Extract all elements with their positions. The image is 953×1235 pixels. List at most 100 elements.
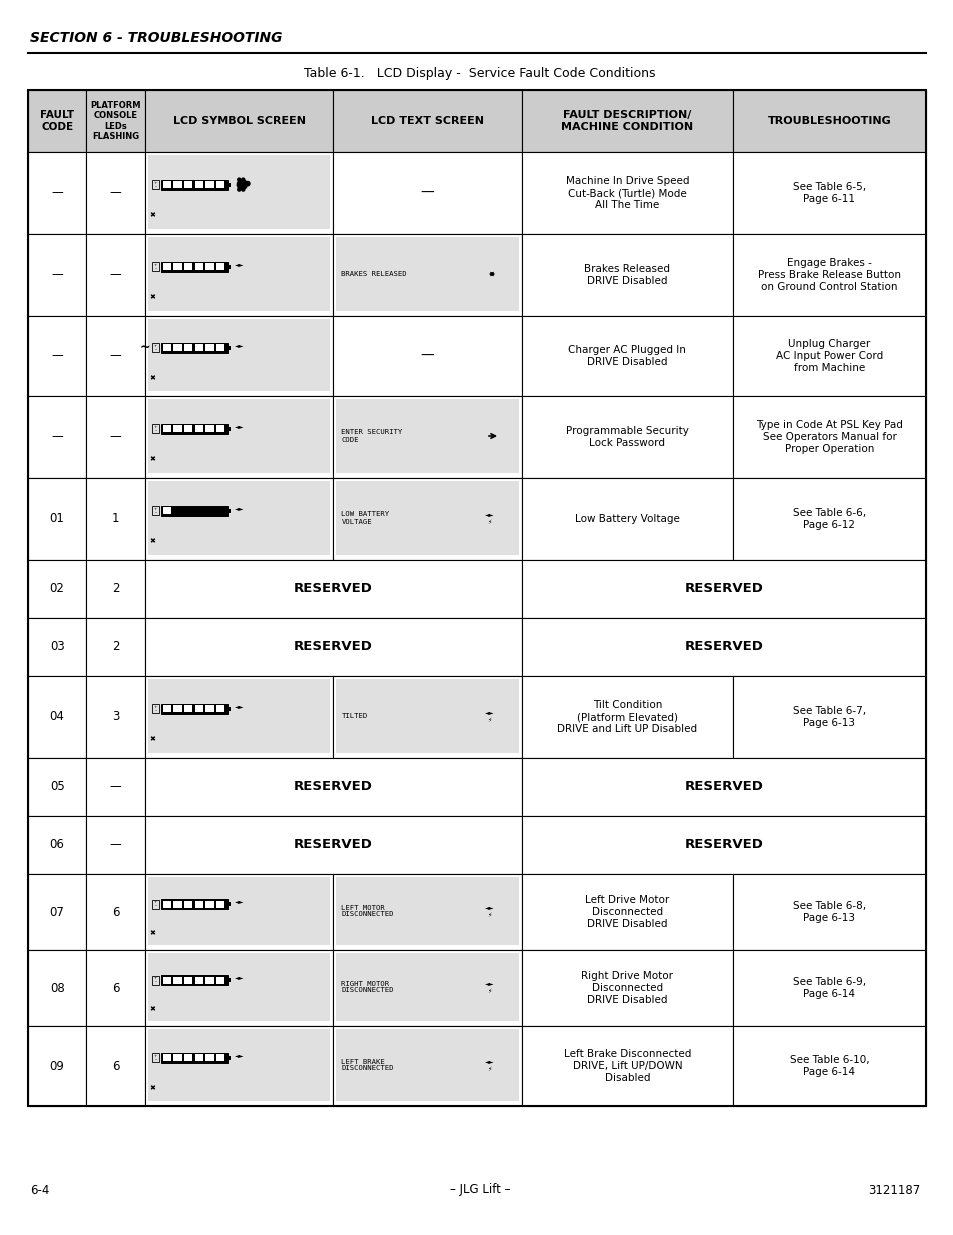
Bar [732, 874, 925, 950]
Bar [194, 977, 203, 984]
Bar [205, 182, 213, 188]
Text: Table 6-1.   LCD Display -  Service Fault Code Conditions: Table 6-1. LCD Display - Service Fault C… [304, 67, 655, 79]
Bar [145, 90, 333, 152]
Bar [87, 233, 145, 316]
Bar [205, 977, 213, 984]
Bar [184, 508, 193, 514]
Bar [28, 316, 87, 396]
Text: 05: 05 [50, 781, 65, 794]
Text: RESERVED: RESERVED [684, 641, 762, 653]
Bar [145, 396, 333, 478]
Text: ◄►: ◄► [485, 513, 495, 517]
Bar [205, 1055, 213, 1061]
Bar [160, 343, 228, 353]
Bar [87, 316, 145, 396]
Bar [194, 182, 203, 188]
Text: +: + [153, 705, 157, 709]
Bar [215, 263, 224, 270]
Text: See Table 6-7,
Page 6-13: See Table 6-7, Page 6-13 [792, 706, 865, 727]
Text: ◄►: ◄► [485, 710, 495, 715]
Text: Brakes Released
DRIVE Disabled: Brakes Released DRIVE Disabled [584, 264, 670, 285]
Bar [215, 508, 224, 514]
Bar [336, 679, 518, 753]
Text: LOW BATTERY
VOLTAGE: LOW BATTERY VOLTAGE [341, 511, 389, 525]
Text: Type in Code At PSL Key Pad
See Operators Manual for
Proper Operation: Type in Code At PSL Key Pad See Operator… [755, 420, 902, 453]
Bar [173, 1055, 182, 1061]
Text: +: + [153, 506, 157, 511]
Bar [28, 396, 87, 478]
Bar [521, 559, 925, 618]
Text: BRAKES RELEASED: BRAKES RELEASED [341, 270, 407, 277]
Text: —: — [110, 781, 121, 794]
Bar [194, 900, 203, 908]
Bar [521, 874, 732, 950]
Text: Unplug Charger
AC Input Power Cord
from Machine: Unplug Charger AC Input Power Cord from … [775, 340, 882, 373]
Text: TROUBLESHOOTING: TROUBLESHOOTING [767, 116, 890, 126]
Text: ⚡: ⚡ [487, 1067, 492, 1072]
Bar [145, 816, 521, 874]
Bar [160, 262, 228, 272]
Text: ◄►: ◄► [485, 905, 495, 910]
Text: +: + [153, 977, 157, 981]
Text: —: — [420, 350, 434, 363]
Bar [148, 1029, 330, 1100]
Bar [152, 262, 158, 272]
Text: Low Battery Voltage: Low Battery Voltage [575, 514, 679, 524]
Text: PLATFORM
CONSOLE
LEDs
FLASHING: PLATFORM CONSOLE LEDs FLASHING [91, 101, 141, 141]
Text: RIGHT MOTOR
DISCONNECTED: RIGHT MOTOR DISCONNECTED [341, 981, 394, 993]
Bar [28, 950, 87, 1026]
Text: 6: 6 [112, 1060, 119, 1072]
Text: ◄►: ◄► [485, 1058, 495, 1065]
Bar [732, 396, 925, 478]
Bar [333, 1026, 521, 1107]
Bar [163, 977, 172, 984]
Bar [215, 900, 224, 908]
Bar [521, 1026, 732, 1107]
Bar [215, 1055, 224, 1061]
Bar [145, 152, 333, 233]
Text: —: — [110, 350, 121, 363]
Bar [145, 950, 333, 1026]
Bar [521, 90, 732, 152]
Text: ⚡: ⚡ [487, 520, 492, 525]
Text: -: - [154, 510, 156, 515]
Bar [194, 508, 203, 514]
Bar [173, 900, 182, 908]
Text: ◄►: ◄► [235, 424, 245, 429]
Bar [145, 478, 333, 559]
Text: ✖: ✖ [150, 375, 155, 382]
Bar [336, 1029, 518, 1100]
Bar [336, 399, 518, 473]
Bar [28, 1026, 87, 1107]
Text: Left Drive Motor
Disconnected
DRIVE Disabled: Left Drive Motor Disconnected DRIVE Disa… [585, 895, 669, 929]
Bar [148, 877, 330, 945]
Bar [152, 976, 158, 984]
Bar [184, 345, 193, 351]
Bar [732, 233, 925, 316]
Text: +: + [153, 425, 157, 429]
Circle shape [237, 178, 240, 182]
Bar [87, 396, 145, 478]
Bar [521, 676, 732, 758]
Bar [163, 425, 172, 432]
Bar [215, 705, 224, 713]
Text: See Table 6-5,
Page 6-11: See Table 6-5, Page 6-11 [792, 183, 865, 204]
Bar [184, 263, 193, 270]
Bar [215, 977, 224, 984]
Bar [160, 899, 228, 909]
Text: ◄►: ◄► [235, 704, 245, 709]
Bar [145, 758, 521, 816]
Bar [28, 90, 925, 1107]
Bar [333, 396, 521, 478]
Text: ⚡: ⚡ [487, 718, 492, 722]
Bar [163, 705, 172, 713]
Text: -: - [154, 427, 156, 433]
Text: ◄►: ◄► [235, 343, 245, 348]
Bar [184, 1055, 193, 1061]
Text: See Table 6-6,
Page 6-12: See Table 6-6, Page 6-12 [792, 508, 865, 530]
Bar [87, 816, 145, 874]
Bar [732, 152, 925, 233]
Bar [228, 1056, 231, 1060]
Text: ✖: ✖ [150, 1005, 155, 1011]
Text: 06: 06 [50, 839, 65, 851]
